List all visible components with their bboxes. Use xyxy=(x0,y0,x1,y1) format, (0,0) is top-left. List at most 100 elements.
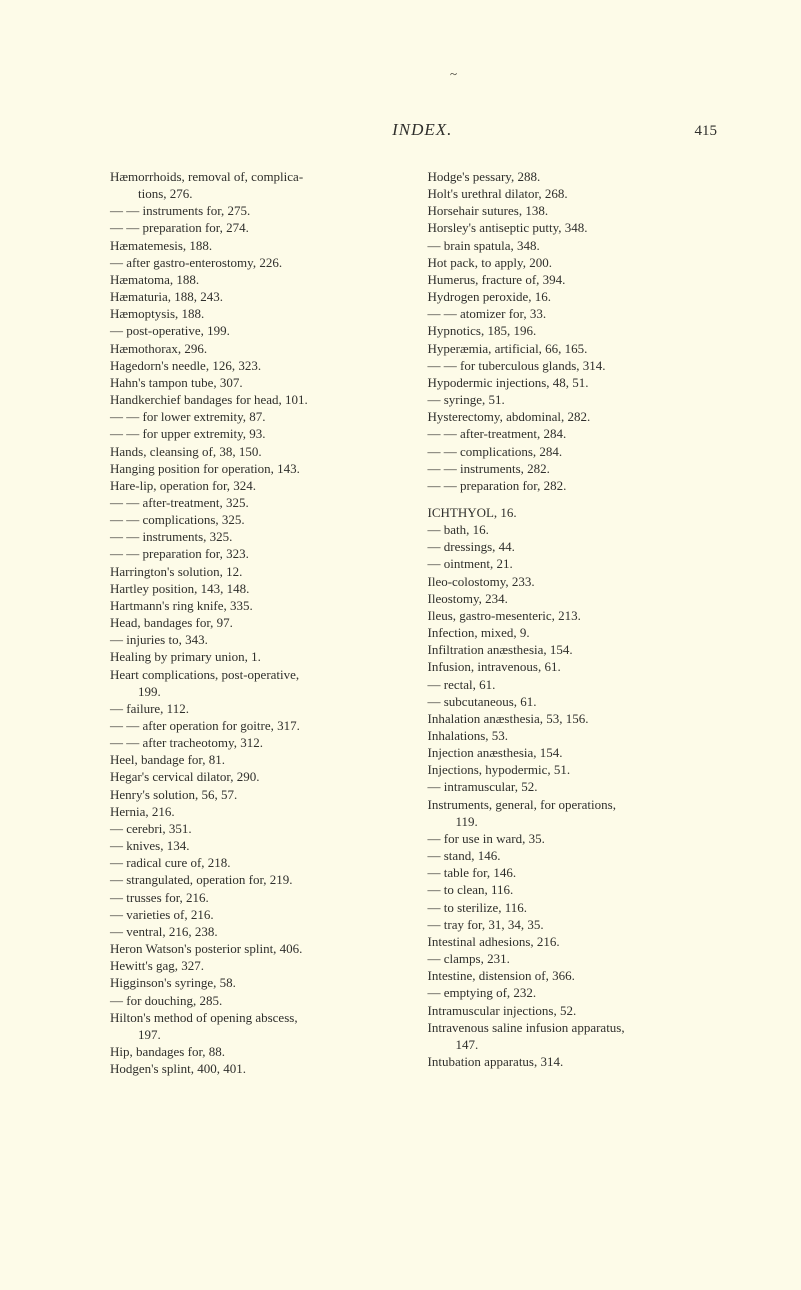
index-entry: Hydrogen peroxide, 16. xyxy=(428,288,722,305)
index-entry: — — after tracheotomy, 312. xyxy=(110,734,404,751)
index-entry: Hip, bandages for, 88. xyxy=(110,1043,404,1060)
index-entry: — — atomizer for, 33. xyxy=(428,305,722,322)
index-entry: — tray for, 31, 34, 35. xyxy=(428,916,722,933)
index-entry: Heron Watson's posterior splint, 406. xyxy=(110,940,404,957)
index-entry: — after gastro-enterostomy, 226. xyxy=(110,254,404,271)
index-entry: Hodge's pessary, 288. xyxy=(428,168,722,185)
index-entry: Hanging position for operation, 143. xyxy=(110,460,404,477)
index-entry: Hilton's method of opening abscess, xyxy=(110,1009,404,1026)
index-entry: — subcutaneous, 61. xyxy=(428,693,722,710)
index-entry: Ileus, gastro-mesenteric, 213. xyxy=(428,607,722,624)
index-entry: Henry's solution, 56, 57. xyxy=(110,786,404,803)
index-entry: — clamps, 231. xyxy=(428,950,722,967)
index-entry: Head, bandages for, 97. xyxy=(110,614,404,631)
page-header: INDEX. 415 xyxy=(110,120,721,140)
index-entry: tions, 276. xyxy=(110,185,404,202)
index-entry: Hare-lip, operation for, 324. xyxy=(110,477,404,494)
index-entry: — knives, 134. xyxy=(110,837,404,854)
index-entry: Horsehair sutures, 138. xyxy=(428,202,722,219)
index-entry: — — preparation for, 274. xyxy=(110,219,404,236)
index-entry: — stand, 146. xyxy=(428,847,722,864)
index-entry: Infusion, intravenous, 61. xyxy=(428,658,722,675)
index-entry: Hahn's tampon tube, 307. xyxy=(110,374,404,391)
index-entry: — table for, 146. xyxy=(428,864,722,881)
index-entry: Horsley's antiseptic putty, 348. xyxy=(428,219,722,236)
index-entry: Hæmatoma, 188. xyxy=(110,271,404,288)
index-entry: Hartmann's ring knife, 335. xyxy=(110,597,404,614)
index-entry: — — complications, 325. xyxy=(110,511,404,528)
index-entry: — to clean, 116. xyxy=(428,881,722,898)
index-entry: Intramuscular injections, 52. xyxy=(428,1002,722,1019)
index-entry: Hysterectomy, abdominal, 282. xyxy=(428,408,722,425)
index-entry: — — preparation for, 282. xyxy=(428,477,722,494)
index-entry: Hegar's cervical dilator, 290. xyxy=(110,768,404,785)
index-entry: Hands, cleansing of, 38, 150. xyxy=(110,443,404,460)
index-entry: Hartley position, 143, 148. xyxy=(110,580,404,597)
index-entry: Hæmaturia, 188, 243. xyxy=(110,288,404,305)
index-entry: — post-operative, 199. xyxy=(110,322,404,339)
index-entry: — intramuscular, 52. xyxy=(428,778,722,795)
index-entry: Hyperæmia, artificial, 66, 165. xyxy=(428,340,722,357)
index-entry: — radical cure of, 218. xyxy=(110,854,404,871)
index-entry: Ileostomy, 234. xyxy=(428,590,722,607)
index-entry: Holt's urethral dilator, 268. xyxy=(428,185,722,202)
index-column-left: Hæmorrhoids, removal of, complica-tions,… xyxy=(110,168,404,1077)
index-column-right: Hodge's pessary, 288.Holt's urethral dil… xyxy=(428,168,722,1077)
index-entry: Hagedorn's needle, 126, 323. xyxy=(110,357,404,374)
index-entry: Harrington's solution, 12. xyxy=(110,563,404,580)
index-entry: Injection anæsthesia, 154. xyxy=(428,744,722,761)
page-ornament: ~ xyxy=(450,66,457,82)
index-entry: Infection, mixed, 9. xyxy=(428,624,722,641)
index-entry: — — for tuberculous glands, 314. xyxy=(428,357,722,374)
index-entry: — — preparation for, 323. xyxy=(110,545,404,562)
index-entry: — ointment, 21. xyxy=(428,555,722,572)
page-number: 415 xyxy=(694,123,717,140)
index-entry: Heart complications, post-operative, xyxy=(110,666,404,683)
index-entry: Hodgen's splint, 400, 401. xyxy=(110,1060,404,1077)
index-entry: — strangulated, operation for, 219. xyxy=(110,871,404,888)
index-entry: Inhalations, 53. xyxy=(428,727,722,744)
index-entry: — cerebri, 351. xyxy=(110,820,404,837)
index-entry: — varieties of, 216. xyxy=(110,906,404,923)
index-entry: Intravenous saline infusion apparatus, xyxy=(428,1019,722,1036)
index-entry: Intubation apparatus, 314. xyxy=(428,1053,722,1070)
index-entry: — failure, 112. xyxy=(110,700,404,717)
index-entry: — trusses for, 216. xyxy=(110,889,404,906)
index-entry: — for douching, 285. xyxy=(110,992,404,1009)
index-entry: Hernia, 216. xyxy=(110,803,404,820)
index-entry: — — for upper extremity, 93. xyxy=(110,425,404,442)
index-entry: 147. xyxy=(428,1036,722,1053)
index-entry: — rectal, 61. xyxy=(428,676,722,693)
index-entry: ICHTHYOL, 16. xyxy=(428,504,722,521)
index-entry: Hæmorrhoids, removal of, complica- xyxy=(110,168,404,185)
index-entry: Injections, hypodermic, 51. xyxy=(428,761,722,778)
index-entry: 199. xyxy=(110,683,404,700)
index-entry: — syringe, 51. xyxy=(428,391,722,408)
index-entry: — — for lower extremity, 87. xyxy=(110,408,404,425)
index-entry: Hæmoptysis, 188. xyxy=(110,305,404,322)
header-title: INDEX. xyxy=(352,120,452,140)
index-entry: Hot pack, to apply, 200. xyxy=(428,254,722,271)
index-entry: Hypodermic injections, 48, 51. xyxy=(428,374,722,391)
index-entry: — — after-treatment, 325. xyxy=(110,494,404,511)
index-entry: — — after-treatment, 284. xyxy=(428,425,722,442)
index-entry: Hæmothorax, 296. xyxy=(110,340,404,357)
index-entry: Hæmatemesis, 188. xyxy=(110,237,404,254)
index-entry: — — complications, 284. xyxy=(428,443,722,460)
index-entry: — for use in ward, 35. xyxy=(428,830,722,847)
index-entry: 197. xyxy=(110,1026,404,1043)
index-entry: Heel, bandage for, 81. xyxy=(110,751,404,768)
index-entry: Infiltration anæsthesia, 154. xyxy=(428,641,722,658)
index-page: ~ INDEX. 415 Hæmorrhoids, removal of, co… xyxy=(0,0,801,1290)
index-entry: Inhalation anæsthesia, 53, 156. xyxy=(428,710,722,727)
index-entry: — — instruments, 325. xyxy=(110,528,404,545)
index-entry: Instruments, general, for operations, xyxy=(428,796,722,813)
index-entry: — dressings, 44. xyxy=(428,538,722,555)
index-entry: — brain spatula, 348. xyxy=(428,237,722,254)
index-entry: Hypnotics, 185, 196. xyxy=(428,322,722,339)
index-entry: Ileo-colostomy, 233. xyxy=(428,573,722,590)
index-entry: Humerus, fracture of, 394. xyxy=(428,271,722,288)
index-entry: — emptying of, 232. xyxy=(428,984,722,1001)
index-entry: — to sterilize, 116. xyxy=(428,899,722,916)
index-entry: — — instruments for, 275. xyxy=(110,202,404,219)
